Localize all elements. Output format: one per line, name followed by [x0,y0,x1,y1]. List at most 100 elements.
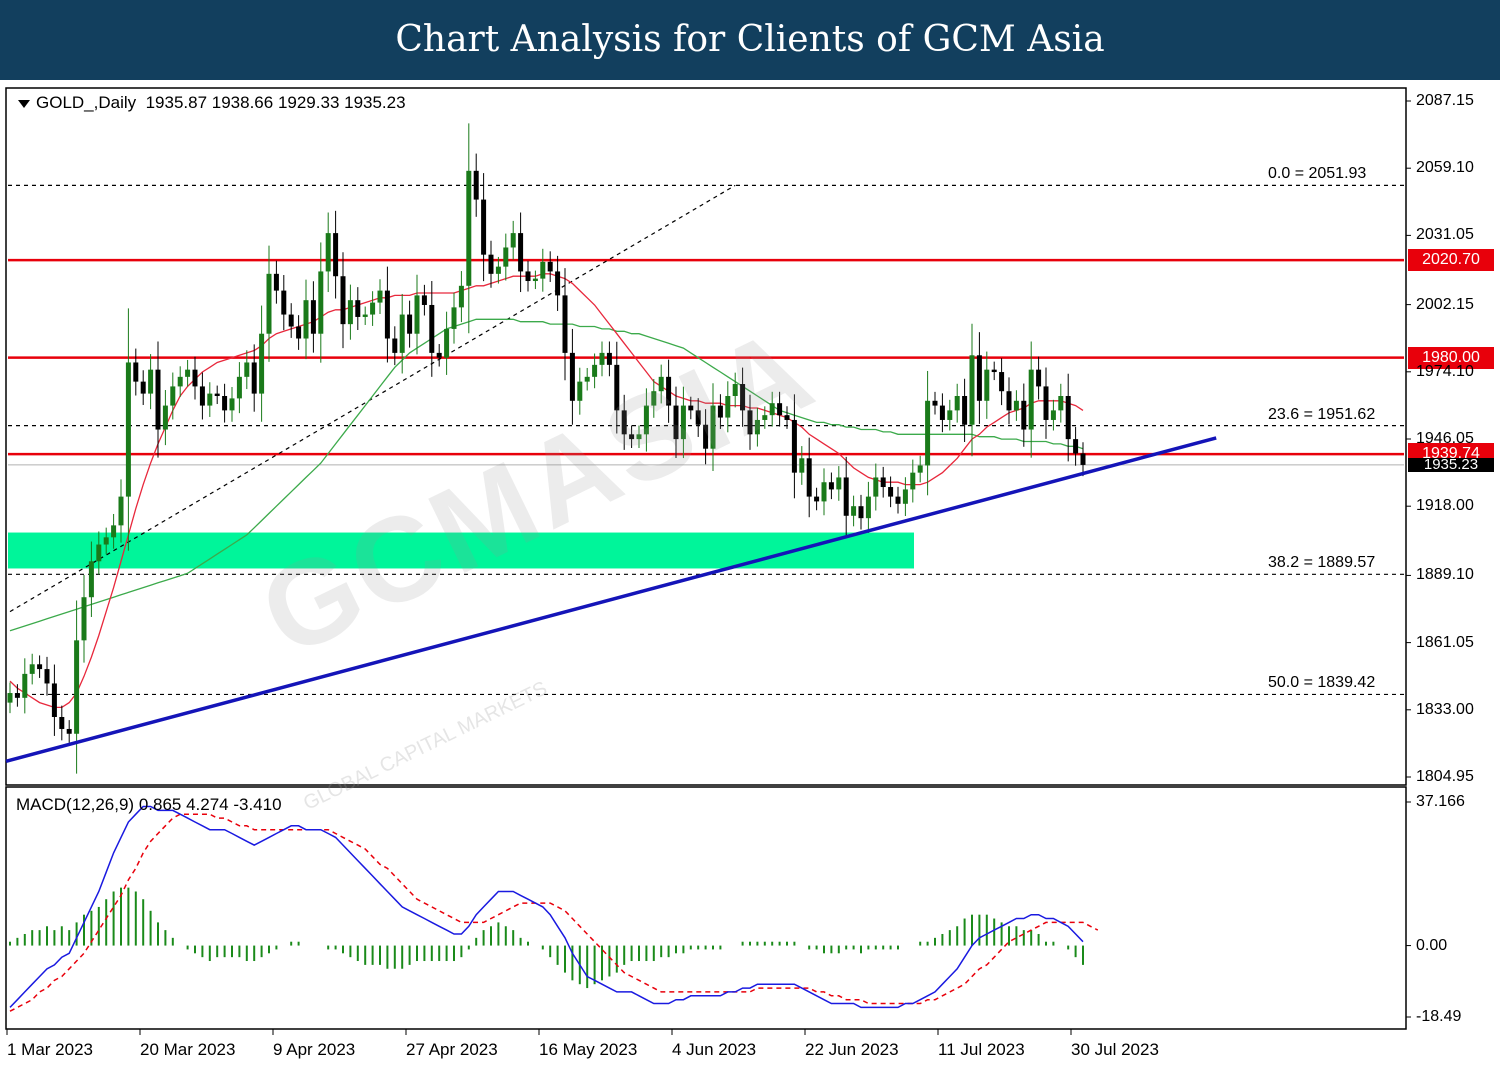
banner: Chart Analysis for Clients of GCM Asia [0,0,1500,80]
candle [310,281,316,353]
candle-body [1065,396,1071,440]
candle [488,240,494,288]
support-zone [8,532,914,569]
trendline-layer [5,436,1217,764]
candle [769,391,775,427]
candle-body [458,285,464,308]
candle-body [525,271,531,282]
ma20-line [9,273,1084,709]
candle-body [59,716,65,729]
candle [303,279,309,360]
ma-layer [9,273,1084,709]
candle-body [251,362,257,394]
candle [355,287,361,331]
candle-body [569,352,575,401]
candle [858,494,864,530]
symbol-header: GOLD_,Daily 1935.87 1938.66 1929.33 1935… [18,93,406,113]
candle [288,303,294,338]
candle [1028,341,1034,458]
candle [22,658,28,714]
candle [865,481,871,533]
candle [1006,377,1012,425]
date-tick-label-4: 16 May 2023 [539,1040,638,1059]
candle-body [547,261,553,272]
candle-body [399,314,405,353]
candle-body [444,328,450,358]
tick-marks-layer [6,100,1411,1035]
candle [51,664,57,736]
trendline [5,436,1217,764]
candle [762,406,768,429]
candle [947,399,953,431]
candle-body [451,307,457,329]
candle-body [769,403,775,416]
candle-body [162,405,168,430]
candle-body [22,673,28,698]
dropdown-triangle-icon[interactable] [18,99,30,108]
candles-layer [7,123,1086,774]
fib-label-3: 50.0 = 1839.42 [1268,674,1376,692]
candle [621,394,627,450]
candle-body [273,273,279,291]
candle [244,350,250,390]
candle [599,341,605,377]
macd-panel-frame [5,786,1407,1030]
macd-layer [9,805,1099,1012]
candle [754,407,760,447]
candle-body [599,352,605,365]
candle [680,386,686,459]
candle [651,378,657,418]
date-tick-label-2: 9 Apr 2023 [273,1040,356,1059]
candle-body [725,396,731,418]
candle-body [37,664,43,670]
candle [799,446,805,485]
candle [695,398,701,437]
candle [1080,442,1086,477]
candle-body [503,247,509,267]
candle-body [259,333,265,394]
candle [806,437,812,518]
candle [503,233,509,281]
candle-body [532,278,538,282]
date-tick-label-6: 22 Jun 2023 [805,1040,899,1059]
candle-body [362,314,368,317]
candle [1058,383,1064,423]
candle [192,356,198,400]
candle [1065,373,1071,462]
candle-body [473,170,479,200]
candle-body [340,276,346,325]
candle [266,245,272,362]
candle-body [791,419,797,473]
candle [629,425,635,448]
date-tick-label-5: 4 Jun 2023 [672,1040,757,1059]
candle [199,372,205,420]
macd-line [9,805,1084,1009]
candle-body [984,369,990,401]
price-tick-label-0: 2087.15 [1416,92,1474,109]
candle-body [754,419,760,435]
macd-tick-label-2: -18.49 [1416,1008,1462,1025]
candle-body [377,290,383,303]
candle [259,305,265,422]
candle [828,472,834,500]
price-tick-label-6: 1918.00 [1416,497,1474,515]
candle [732,372,738,408]
candle [547,251,553,282]
price-tick-label-4: 1974.10 [1416,362,1474,380]
candle [421,284,427,316]
candle-body [370,302,376,315]
candle [725,381,731,433]
candle-body [947,410,953,420]
candle [984,351,990,419]
candle [873,463,879,511]
candle-body [88,561,94,598]
candle [614,341,620,434]
support-zone-layer [8,532,914,569]
candle [910,459,916,503]
candle [658,364,664,404]
candle [814,487,820,511]
candle [37,655,43,678]
candle-body [296,326,302,339]
candle [377,279,383,314]
candle [1073,426,1079,466]
